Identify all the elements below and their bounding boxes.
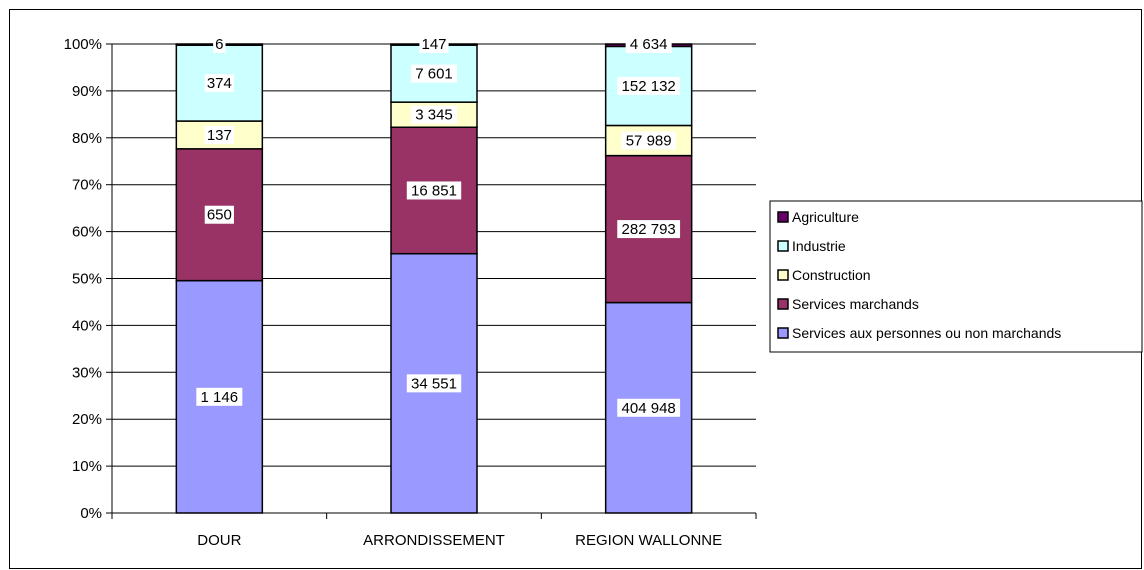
legend-swatch-industrie [777, 240, 789, 252]
bars-layer [175, 43, 693, 514]
data-label-box-dour-construction [204, 125, 234, 144]
y-tick-label-40: 40% [72, 317, 102, 334]
data-label-box-arrondissement-services-marchands [406, 181, 462, 200]
data-label-box-arrondissement-construction [411, 105, 457, 124]
data-label-box-dour-agriculture [213, 35, 226, 53]
data-label-arrondissement-industrie: 7 601 [415, 66, 453, 83]
data-label-dour-services-aux-personnes-ou-non-marchands: 1 146 [201, 389, 239, 406]
y-tick-label-20: 20% [72, 411, 102, 428]
legend-box [769, 200, 1143, 353]
y-tick-label-80: 80% [72, 130, 102, 147]
x-category-label-region-wallonne: REGION WALLONNE [575, 532, 722, 549]
data-label-region-wallonne-industrie: 152 132 [622, 78, 676, 95]
data-label-arrondissement-services-aux-personnes-ou-non-marchands: 34 551 [411, 375, 457, 392]
data-label-dour-agriculture: 6 [215, 36, 223, 53]
y-tick-label-60: 60% [72, 224, 102, 241]
data-label-region-wallonne-services-aux-personnes-ou-non-marchands: 404 948 [622, 400, 676, 417]
data-label-dour-construction: 137 [207, 127, 232, 144]
x-category-label-dour: DOUR [197, 532, 241, 549]
y-tick-label-0: 0% [80, 505, 102, 522]
y-tick-label-30: 30% [72, 364, 102, 381]
data-label-box-region-wallonne-services-marchands [617, 220, 681, 239]
data-label-box-dour-services-aux-personnes-ou-non-marchands [196, 387, 243, 406]
data-label-arrondissement-services-marchands: 16 851 [411, 182, 457, 199]
legend-label-agriculture: Agriculture [792, 209, 859, 225]
legend-swatch-services-marchands [777, 298, 789, 310]
x-category-label-arrondissement: ARRONDISSEMENT [363, 532, 505, 549]
legend-swatch-agriculture [777, 211, 789, 223]
legend-swatch-services-aux-personnes-ou-non-marchands [777, 327, 789, 339]
data-label-box-dour-industrie [204, 74, 234, 93]
data-label-box-region-wallonne-industrie [617, 76, 681, 95]
data-label-region-wallonne-agriculture: 4 634 [630, 36, 668, 53]
axes-layer: 0% 10% 20% 30% 40% 50% 60% 70% 80% 90% 100% DOUR ARR… [64, 36, 757, 549]
y-tick-label-100: 100% [64, 36, 102, 53]
data-label-box-arrondissement-industrie [411, 64, 457, 83]
y-tick-label-10: 10% [72, 458, 102, 475]
data-label-arrondissement-agriculture: 147 [421, 36, 446, 53]
legend: Agriculture Industrie Construction Services… [769, 200, 1143, 353]
data-label-arrondissement-construction: 3 345 [415, 107, 453, 124]
y-tick-label-70: 70% [72, 177, 102, 194]
legend-label-services-aux-personnes-ou-non-marchands: Services aux personnes ou non marchands [792, 325, 1061, 341]
data-label-dour-industrie: 374 [207, 75, 232, 92]
data-label-box-arrondissement-agriculture [419, 35, 449, 53]
legend-label-industrie: Industrie [792, 238, 846, 254]
data-label-box-arrondissement-services-aux-personnes-ou-non-marchands [406, 374, 462, 393]
data-label-box-region-wallonne-services-aux-personnes-ou-non-marchands [617, 398, 681, 417]
y-tick-label-50: 50% [72, 271, 102, 288]
legend-swatch-construction [777, 269, 789, 281]
data-labels-layer: 1 146 650 137 374 6 34 551 16 851 3 345 7 601 147… [196, 35, 681, 417]
bar-arrondissement-services-aux-personnes-ou-non-marchands [390, 252, 478, 514]
legend-label-services-marchands: Services marchands [792, 296, 919, 312]
data-label-box-dour-services-marchands [204, 205, 234, 224]
data-label-region-wallonne-services-marchands: 282 793 [622, 221, 676, 238]
y-tick-label-90: 90% [72, 83, 102, 100]
data-label-dour-services-marchands: 650 [207, 207, 232, 224]
data-label-box-region-wallonne-agriculture [625, 35, 672, 53]
legend-label-construction: Construction [792, 267, 871, 283]
data-label-region-wallonne-construction: 57 989 [626, 133, 672, 150]
data-label-box-region-wallonne-construction [621, 131, 676, 150]
